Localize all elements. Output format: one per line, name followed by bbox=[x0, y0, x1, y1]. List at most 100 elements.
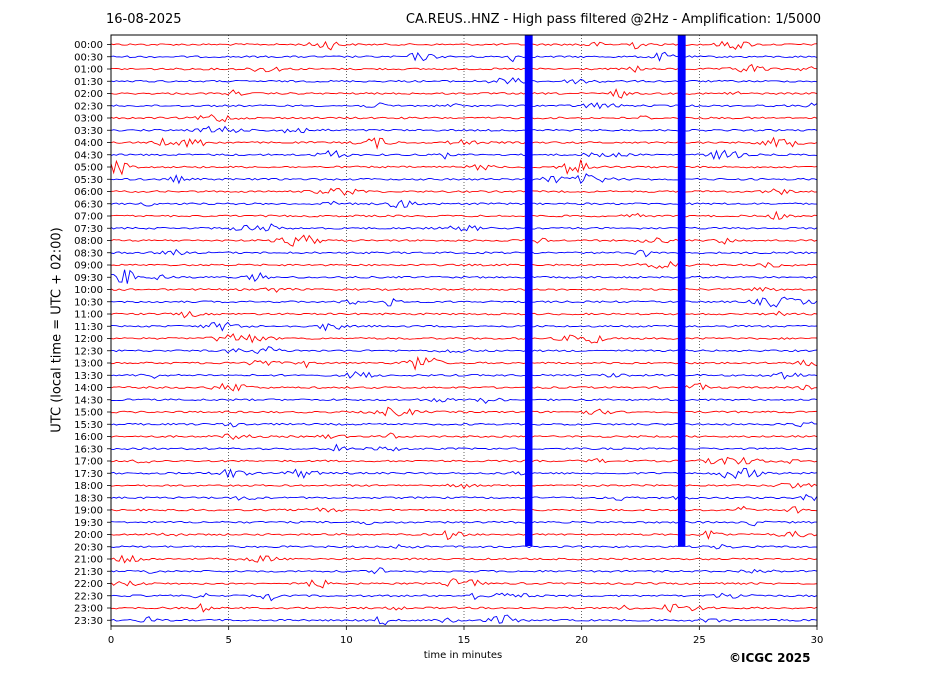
event-layer bbox=[524, 34, 686, 547]
y-tick-label: 12:00 bbox=[74, 334, 103, 345]
y-tick-label: 01:30 bbox=[74, 77, 103, 88]
trace-line-1400 bbox=[110, 382, 818, 392]
trace-line-1330 bbox=[110, 371, 818, 380]
y-tick-label: 03:30 bbox=[74, 126, 103, 137]
trace-line-1600 bbox=[110, 432, 818, 441]
trace-line-2200 bbox=[110, 578, 818, 589]
y-tick-label: 11:30 bbox=[74, 322, 103, 333]
y-tick-label: 14:30 bbox=[74, 395, 103, 406]
trace-line-1530 bbox=[110, 421, 817, 428]
trace-line-1200 bbox=[110, 333, 818, 344]
trace-line-1300 bbox=[110, 356, 818, 371]
y-tick-label: 23:30 bbox=[74, 616, 103, 627]
y-tick-label: 06:00 bbox=[74, 187, 103, 198]
x-tick-label: 15 bbox=[458, 635, 471, 646]
trace-line-0000 bbox=[110, 40, 818, 51]
y-tick-label: 23:00 bbox=[74, 604, 103, 615]
trace-line-2330 bbox=[110, 614, 818, 626]
y-tick-label: 20:00 bbox=[74, 530, 103, 541]
trace-line-2000 bbox=[110, 529, 818, 541]
trace-line-2130 bbox=[110, 567, 818, 575]
trace-line-1830 bbox=[110, 493, 818, 502]
y-tick-label: 16:30 bbox=[74, 444, 103, 455]
trace-line-0600 bbox=[110, 187, 818, 196]
trace-line-1500 bbox=[110, 406, 818, 417]
trace-line-1900 bbox=[110, 505, 818, 514]
y-tick-label: 06:30 bbox=[74, 199, 103, 210]
x-tick-label: 0 bbox=[108, 635, 114, 646]
trace-line-0500 bbox=[110, 159, 818, 176]
y-tick-label: 05:00 bbox=[74, 163, 103, 174]
x-tick-label: 5 bbox=[225, 635, 231, 646]
trace-line-2230 bbox=[110, 592, 818, 602]
x-axis-label: time in minutes bbox=[423, 650, 503, 661]
y-tick-label: 08:30 bbox=[74, 248, 103, 259]
y-tick-label: 19:00 bbox=[74, 506, 103, 517]
trace-line-0100 bbox=[111, 63, 818, 73]
y-tick-label: 02:30 bbox=[74, 101, 103, 112]
y-tick-label: 05:30 bbox=[74, 175, 103, 186]
y-tick-label: 15:30 bbox=[74, 420, 103, 431]
y-tick-label: 07:00 bbox=[74, 212, 103, 223]
y-tick-label: 04:00 bbox=[74, 138, 103, 149]
y-tick-label: 13:30 bbox=[74, 371, 103, 382]
trace-line-1230 bbox=[110, 346, 818, 355]
y-tick-label: 10:30 bbox=[74, 297, 103, 308]
trace-line-1630 bbox=[110, 443, 818, 452]
y-tick-label: 04:30 bbox=[74, 150, 103, 161]
trace-line-0330 bbox=[110, 125, 818, 134]
y-tick-label: 00:00 bbox=[74, 40, 103, 51]
y-tick-label: 03:00 bbox=[74, 114, 103, 125]
trace-line-0130 bbox=[110, 77, 818, 85]
trace-line-1700 bbox=[110, 456, 818, 466]
trace-line-0400 bbox=[110, 136, 818, 150]
y-tick-label: 17:30 bbox=[74, 469, 103, 480]
trace-line-1100 bbox=[110, 310, 818, 319]
y-tick-label: 12:30 bbox=[74, 346, 103, 357]
trace-line-0300 bbox=[110, 114, 818, 123]
trace-line-0230 bbox=[110, 102, 818, 110]
trace-line-1730 bbox=[110, 467, 818, 480]
y-tick-label: 11:00 bbox=[74, 310, 103, 321]
y-tick-label: 08:00 bbox=[74, 236, 103, 247]
y-tick-label: 17:00 bbox=[74, 457, 103, 468]
y-tick-label: 14:00 bbox=[74, 383, 103, 394]
x-tick-label: 20 bbox=[575, 635, 588, 646]
y-tick-label: 13:00 bbox=[74, 359, 103, 370]
trace-line-1130 bbox=[110, 321, 818, 332]
trace-line-0730 bbox=[110, 223, 818, 232]
trace-line-2030 bbox=[110, 543, 818, 550]
y-tick-label: 00:30 bbox=[74, 52, 103, 63]
seismic-event-spike bbox=[524, 34, 533, 547]
trace-line-1430 bbox=[110, 397, 818, 404]
trace-line-0900 bbox=[110, 260, 818, 269]
plot-frame bbox=[110, 34, 818, 627]
x-tick-label: 25 bbox=[693, 635, 706, 646]
trace-line-0630 bbox=[110, 199, 817, 209]
trace-line-0430 bbox=[110, 149, 818, 161]
date-label: 16-08-2025 bbox=[106, 12, 182, 27]
trace-line-1930 bbox=[110, 520, 817, 527]
x-tick-label: 10 bbox=[340, 635, 353, 646]
trace-line-2100 bbox=[110, 554, 818, 564]
x-tick-label: 30 bbox=[811, 635, 824, 646]
y-tick-label: 22:30 bbox=[74, 591, 103, 602]
trace-layer bbox=[110, 40, 818, 626]
y-axis-label: UTC (local time = UTC + 02:00) bbox=[49, 227, 65, 433]
x-tick-labels: 0 5 10 15 20 25 30 bbox=[108, 626, 824, 646]
trace-line-1030 bbox=[110, 296, 818, 308]
y-tick-label: 20:30 bbox=[74, 542, 103, 553]
y-tick-label: 07:30 bbox=[74, 224, 103, 235]
y-tick-label: 09:00 bbox=[74, 261, 103, 272]
trace-line-0930 bbox=[111, 269, 818, 284]
trace-line-1000 bbox=[110, 286, 818, 293]
trace-line-0030 bbox=[110, 51, 818, 63]
chart-title: CA.REUS..HNZ - High pass filtered @2Hz -… bbox=[405, 12, 821, 27]
trace-line-0200 bbox=[110, 88, 818, 99]
y-tick-label: 18:30 bbox=[74, 493, 103, 504]
y-tick-label: 09:30 bbox=[74, 273, 103, 284]
trace-line-0830 bbox=[110, 248, 818, 258]
y-tick-label: 18:00 bbox=[74, 481, 103, 492]
